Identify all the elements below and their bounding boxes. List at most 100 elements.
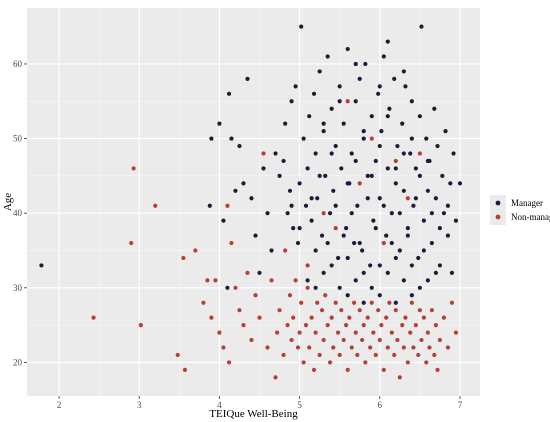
non-manager-point bbox=[333, 226, 338, 231]
manager-point bbox=[377, 263, 382, 268]
non-manager-point bbox=[393, 158, 398, 164]
non-manager-point bbox=[317, 352, 322, 358]
manager-point bbox=[384, 233, 389, 238]
manager-point bbox=[368, 263, 373, 268]
non-manager-point bbox=[241, 323, 246, 328]
non-manager-point bbox=[449, 300, 455, 305]
non-manager-point bbox=[311, 367, 317, 372]
manager-point bbox=[432, 106, 437, 111]
manager-point bbox=[387, 106, 392, 111]
manager-point bbox=[425, 188, 430, 193]
manager-point bbox=[385, 114, 390, 119]
non-manager-point bbox=[397, 375, 402, 380]
manager-point bbox=[405, 226, 410, 231]
manager-point bbox=[440, 173, 445, 178]
manager-point bbox=[257, 270, 262, 275]
non-manager-point bbox=[365, 315, 370, 320]
manager-point bbox=[401, 151, 406, 156]
manager-point bbox=[393, 181, 398, 186]
manager-point bbox=[321, 270, 326, 275]
non-manager-point bbox=[305, 285, 310, 290]
non-manager-point bbox=[269, 278, 274, 283]
manager-point bbox=[335, 255, 341, 261]
non-manager-point bbox=[353, 330, 358, 335]
non-manager-point bbox=[389, 330, 394, 335]
non-manager-point bbox=[265, 345, 270, 350]
manager-point bbox=[421, 248, 426, 253]
manager-point bbox=[291, 226, 296, 231]
legend-dot-manager bbox=[495, 200, 501, 206]
non-manager-point bbox=[327, 360, 333, 365]
manager-point bbox=[451, 151, 456, 156]
manager-point bbox=[333, 143, 338, 149]
manager-point bbox=[385, 39, 390, 44]
non-manager-point bbox=[339, 308, 344, 313]
manager-point bbox=[337, 285, 342, 290]
non-manager-point bbox=[213, 278, 218, 283]
non-manager-point bbox=[352, 300, 357, 305]
manager-point bbox=[273, 151, 278, 156]
manager-point bbox=[233, 188, 238, 193]
non-manager-point bbox=[411, 345, 416, 350]
non-manager-point bbox=[429, 308, 434, 313]
non-manager-point bbox=[337, 352, 342, 358]
manager-point bbox=[349, 151, 354, 156]
non-manager-point bbox=[301, 360, 306, 365]
manager-point bbox=[221, 218, 226, 223]
non-manager-point bbox=[182, 367, 188, 372]
non-manager-point bbox=[289, 337, 294, 343]
manager-point bbox=[329, 106, 334, 111]
non-manager-point bbox=[205, 278, 210, 283]
non-manager-point bbox=[229, 240, 234, 246]
manager-point bbox=[393, 255, 398, 261]
y-tick-label: 60 bbox=[13, 59, 23, 69]
manager-point bbox=[365, 173, 370, 178]
manager-point bbox=[355, 203, 360, 208]
non-manager-point bbox=[403, 315, 408, 320]
manager-point bbox=[307, 114, 312, 119]
non-manager-point bbox=[369, 300, 374, 305]
y-axis-label: Age bbox=[2, 193, 14, 211]
manager-point bbox=[393, 166, 398, 171]
manager-point bbox=[353, 61, 358, 67]
non-manager-point bbox=[319, 308, 325, 313]
manager-point bbox=[311, 91, 317, 96]
manager-point bbox=[429, 240, 434, 246]
non-manager-point bbox=[445, 345, 451, 350]
manager-point bbox=[303, 203, 309, 208]
non-manager-point bbox=[437, 337, 443, 343]
manager-point bbox=[429, 211, 434, 216]
non-manager-point bbox=[277, 308, 282, 313]
non-manager-point bbox=[275, 330, 280, 335]
manager-point bbox=[453, 218, 459, 223]
non-manager-point bbox=[315, 300, 320, 305]
legend: Manager Non-manager bbox=[490, 195, 550, 225]
manager-point bbox=[393, 300, 398, 305]
non-manager-point bbox=[379, 323, 384, 328]
non-manager-point bbox=[307, 345, 312, 350]
manager-point bbox=[419, 24, 424, 29]
non-manager-point bbox=[368, 345, 373, 350]
manager-point bbox=[297, 181, 302, 186]
manager-point bbox=[277, 173, 282, 178]
non-manager-point bbox=[453, 330, 459, 335]
manager-point bbox=[349, 211, 354, 216]
manager-point bbox=[265, 211, 270, 216]
manager-point bbox=[373, 158, 378, 164]
points-layer bbox=[39, 24, 463, 380]
non-manager-point bbox=[209, 315, 214, 320]
non-manager-point bbox=[335, 330, 341, 335]
non-manager-point bbox=[384, 315, 389, 320]
manager-point bbox=[385, 166, 390, 171]
non-manager-point bbox=[321, 211, 326, 216]
manager-point bbox=[377, 196, 382, 201]
manager-point bbox=[217, 121, 222, 126]
manager-point bbox=[345, 293, 350, 298]
non-manager-point bbox=[323, 293, 328, 298]
manager-point bbox=[281, 158, 286, 164]
manager-point bbox=[323, 173, 328, 178]
x-tick-label: 7 bbox=[458, 400, 463, 410]
manager-point bbox=[369, 285, 374, 290]
non-manager-point bbox=[369, 136, 374, 141]
